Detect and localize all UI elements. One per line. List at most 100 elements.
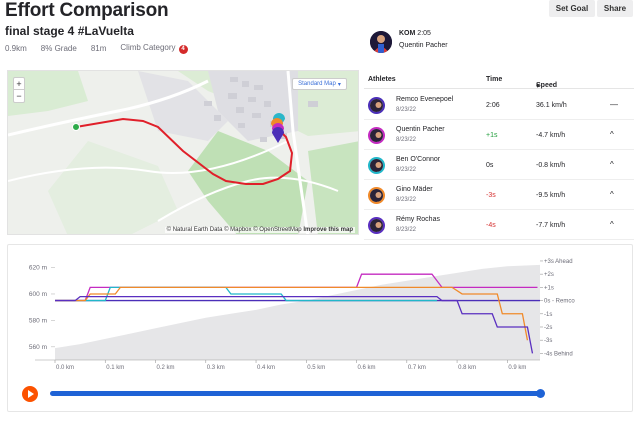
play-button[interactable] (22, 386, 38, 402)
athlete-time: -4s (486, 222, 496, 229)
map-style-label: Standard Map (298, 81, 336, 87)
effort-chart: 620 m 600 m 580 m 560 m 0.0 km 0.1 km 0.2 km 0.… (7, 244, 633, 412)
x-tick-label: 0.5 km (307, 365, 325, 371)
x-tick-label: 0.0 km (56, 365, 74, 371)
attr-osm[interactable]: © OpenStreetMap (253, 227, 302, 233)
athlete-avatar[interactable] (368, 217, 385, 234)
climb-category: Climb Category 4 (120, 43, 188, 54)
map-zoom-controls: + − (13, 77, 25, 103)
segment-stats: 0.9km 8% Grade 81m Climb Category 4 (5, 43, 188, 54)
map-canvas (8, 71, 358, 234)
delta-tick-label: -3s (544, 338, 552, 344)
expand-toggle[interactable]: ^ (610, 190, 614, 199)
delta-tick-label: +1s (544, 285, 554, 291)
elevation-area (55, 264, 540, 360)
athlete-date: 8/23/22 (396, 107, 417, 113)
col-time: Time (486, 76, 503, 83)
athlete-speed: 36.1 km/h (536, 102, 567, 109)
table-row[interactable]: Quentin Pacher 8/23/22 +1s -4.7 km/h ^ (364, 120, 634, 150)
athlete-date: 8/23/22 (396, 227, 417, 233)
set-goal-button[interactable]: Set Goal (549, 0, 595, 17)
x-tick-label: 0.3 km (207, 365, 225, 371)
athlete-avatar[interactable] (368, 127, 385, 144)
athlete-date: 8/23/22 (396, 167, 417, 173)
x-tick-label: 0.8 km (458, 365, 476, 371)
expand-toggle[interactable]: ^ (610, 220, 614, 229)
athlete-name[interactable]: Quentin Pacher (396, 126, 445, 133)
route-start-marker (72, 123, 80, 131)
athlete-name[interactable]: Rémy Rochas (396, 216, 440, 223)
attr-natural-earth[interactable]: © Natural Earth Data (166, 227, 223, 233)
y-tick-label: 560 m (29, 344, 47, 351)
athlete-avatar[interactable] (368, 97, 385, 114)
kom-athlete-link[interactable]: Quentin Pacher (399, 42, 448, 49)
segment-route (75, 117, 294, 185)
expand-toggle[interactable]: — (610, 100, 618, 109)
climb-category-badge: 4 (178, 45, 188, 54)
series-line (55, 286, 529, 341)
x-tick-label: 0.6 km (358, 365, 376, 371)
col-speed-label: Speed (536, 82, 558, 89)
expand-toggle[interactable]: ^ (610, 130, 614, 139)
athlete-date: 8/23/22 (396, 137, 417, 143)
table-row[interactable]: Rémy Rochas 8/23/22 -4s -7.7 km/h ^ (364, 210, 634, 240)
segment-map[interactable]: + − Standard Map ▾ © Natural Earth Data ©… (7, 70, 359, 235)
delta-tick-label: -4s Behind (544, 351, 573, 357)
chart-canvas: 620 m 600 m 580 m 560 m 0.0 km 0.1 km 0.2 km 0.… (29, 259, 575, 371)
x-tick-label: 0.2 km (157, 365, 175, 371)
segment-elevation: 81m (90, 44, 107, 53)
segment-grade: 8% Grade (40, 44, 77, 53)
x-tick-label: 0.1 km (106, 365, 124, 371)
table-row[interactable]: Ben O'Connor 8/23/22 0s -0.8 km/h ^ (364, 150, 634, 180)
athlete-avatar[interactable] (368, 157, 385, 174)
chevron-down-icon: ▾ (536, 83, 540, 90)
delta-tick-label: -1s (544, 312, 552, 318)
map-attribution: © Natural Earth Data © Mapbox © OpenStre… (164, 227, 355, 233)
table-row[interactable]: Gino Mäder 8/23/22 -3s -9.5 km/h ^ (364, 180, 634, 210)
share-button[interactable]: Share (597, 0, 633, 17)
playback-handle[interactable] (536, 389, 545, 398)
athlete-avatar[interactable] (368, 187, 385, 204)
delta-tick-label: 0s - Remco (544, 299, 575, 305)
attr-mapbox[interactable]: © Mapbox (224, 227, 252, 233)
kom-time: 2:05 (417, 30, 431, 37)
zoom-in-button[interactable]: + (14, 78, 24, 90)
athlete-time: +1s (486, 132, 498, 139)
athlete-time: 0s (486, 162, 494, 169)
y-tick-label: 620 m (29, 265, 47, 272)
attr-improve-link[interactable]: Improve this map (303, 227, 353, 233)
athlete-name[interactable]: Gino Mäder (396, 186, 433, 193)
page-title: Effort Comparison (5, 0, 169, 21)
athlete-time: -3s (486, 192, 496, 199)
segment-distance: 0.9km (5, 44, 27, 53)
athlete-name[interactable]: Ben O'Connor (396, 156, 441, 163)
kom-title: KOM (399, 30, 416, 37)
athlete-time: 2:06 (486, 102, 500, 109)
delta-tick-label: +3s Ahead (544, 259, 573, 265)
series-line (55, 295, 534, 354)
athlete-speed: -7.7 km/h (536, 222, 566, 229)
athlete-date: 8/23/22 (396, 197, 417, 203)
x-tick-label: 0.7 km (408, 365, 426, 371)
athlete-speed: -0.8 km/h (536, 162, 566, 169)
athlete-speed: -4.7 km/h (536, 132, 566, 139)
expand-toggle[interactable]: ^ (610, 160, 614, 169)
kom-avatar[interactable] (370, 31, 392, 53)
y-tick-label: 580 m (29, 317, 47, 324)
delta-tick-label: -2s (544, 325, 552, 331)
map-style-dropdown[interactable]: Standard Map ▾ (292, 78, 347, 90)
climb-category-label: Climb Category (120, 43, 176, 52)
athlete-speed: -9.5 km/h (536, 192, 566, 199)
x-tick-label: 0.4 km (257, 365, 275, 371)
table-row[interactable]: Remco Evenepoel 8/23/22 2:06 36.1 km/h — (364, 90, 634, 120)
y-tick-label: 600 m (29, 291, 47, 298)
x-tick-label: 0.9 km (508, 365, 526, 371)
delta-tick-label: +2s (544, 272, 554, 278)
col-athletes: Athletes (368, 76, 396, 83)
chevron-down-icon: ▾ (337, 81, 341, 88)
athlete-name[interactable]: Remco Evenepoel (396, 96, 454, 103)
zoom-out-button[interactable]: − (16, 91, 22, 101)
playback-track[interactable] (50, 391, 540, 396)
athlete-markers (271, 113, 285, 143)
athletes-table: Athletes Time Speed ▾ Remco Evenepoel 8/2… (364, 70, 634, 242)
